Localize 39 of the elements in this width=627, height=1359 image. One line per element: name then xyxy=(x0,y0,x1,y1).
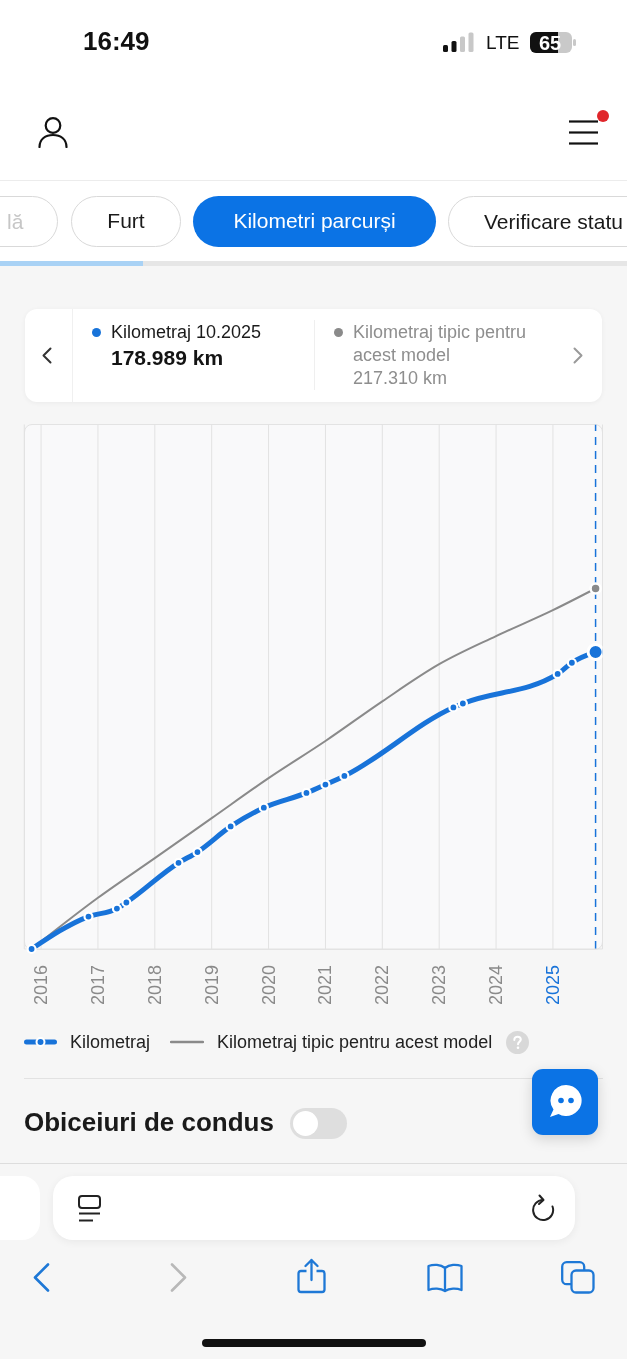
point xyxy=(173,857,184,868)
x-tick-label: 2024 xyxy=(486,965,507,1006)
x-tick-label: 2018 xyxy=(144,965,165,1006)
legend-label: Kilometraj xyxy=(70,1031,151,1053)
point xyxy=(83,911,94,922)
point xyxy=(457,698,468,709)
x-tick-label: 2023 xyxy=(429,965,450,1006)
point xyxy=(339,770,350,782)
x-tick-label: 2021 xyxy=(315,965,336,1006)
x-tick-label: 2016 xyxy=(31,965,52,1006)
x-tick-label: 2025 xyxy=(542,965,563,1006)
point xyxy=(320,779,331,790)
tab-button: Furt xyxy=(71,196,181,247)
text: Kilometraj 10.2025 xyxy=(111,321,262,343)
point xyxy=(552,668,563,680)
text: Kilometraj tipic pentru acest model xyxy=(353,320,528,367)
point xyxy=(192,846,203,858)
text: LTE xyxy=(486,32,520,54)
point xyxy=(26,943,37,955)
point xyxy=(589,582,602,595)
text: Obiceiuri de condus xyxy=(24,1107,274,1138)
point xyxy=(111,903,123,914)
x-tick-label: 2020 xyxy=(258,965,279,1006)
text: 217.310 km xyxy=(353,367,448,389)
legend-label: Kilometraj tipic pentru acest model xyxy=(217,1031,493,1053)
point xyxy=(258,802,269,813)
point xyxy=(225,821,236,832)
point xyxy=(301,787,312,798)
tab-button: Kilometri parcurși xyxy=(193,196,436,247)
text: 16:49 xyxy=(83,26,150,57)
point xyxy=(566,657,577,668)
text: Verificare statu xyxy=(484,209,623,234)
point xyxy=(121,897,132,908)
point xyxy=(448,702,459,713)
x-tick-label: 2019 xyxy=(201,965,222,1006)
text: 178.989 km xyxy=(111,345,224,371)
text: lă xyxy=(7,209,24,234)
x-tick-label: 2017 xyxy=(87,965,108,1006)
x-tick-label: 2022 xyxy=(372,965,393,1006)
